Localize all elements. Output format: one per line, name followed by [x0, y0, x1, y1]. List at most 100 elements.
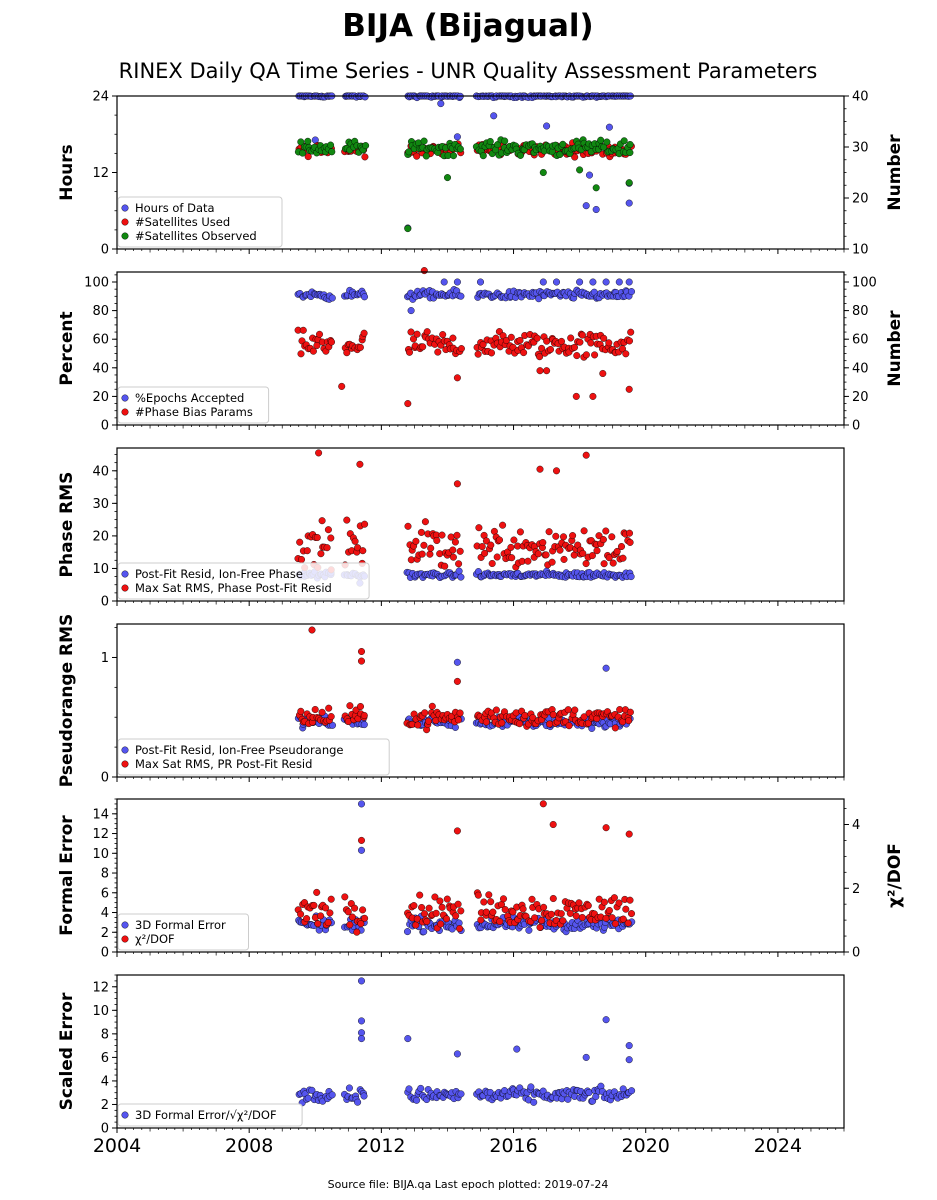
data-point [501, 906, 509, 914]
data-point [432, 909, 440, 917]
data-point [553, 467, 561, 475]
y-tick-label: 6 [101, 886, 109, 901]
data-point [328, 148, 336, 156]
data-point [358, 1029, 366, 1037]
data-point [413, 152, 421, 160]
data-point [404, 225, 412, 233]
y2-tick-label: 80 [852, 304, 869, 319]
data-point [521, 712, 529, 720]
data-point [449, 553, 457, 561]
data-point [357, 920, 365, 928]
data-point [449, 546, 457, 554]
data-point [310, 901, 318, 909]
data-point [584, 719, 592, 727]
data-point [417, 1084, 425, 1092]
data-point [420, 541, 428, 549]
data-point [536, 353, 544, 361]
data-point [488, 349, 496, 357]
data-point [329, 721, 337, 729]
y-tick-label: 60 [92, 333, 109, 348]
y-tick-label: 4 [101, 906, 109, 921]
data-point [322, 904, 330, 912]
data-point [560, 533, 568, 541]
data-point [611, 724, 619, 732]
data-point [501, 137, 509, 145]
data-point [567, 334, 575, 342]
data-point [327, 141, 335, 149]
data-point [407, 328, 415, 336]
data-point [296, 538, 304, 546]
data-point [440, 278, 448, 286]
data-point [453, 133, 461, 141]
data-point [536, 367, 544, 375]
legend: %Epochs Accepted#Phase Bias Params [117, 386, 270, 424]
data-point [626, 896, 634, 904]
legend-frame [117, 738, 390, 776]
data-point [493, 553, 501, 561]
data-point [360, 712, 368, 720]
data-point [494, 141, 502, 149]
data-point [428, 702, 436, 710]
x-tick-label: 2012 [357, 1135, 405, 1157]
legend-marker [121, 760, 129, 768]
data-point [539, 800, 547, 808]
data-point [338, 382, 346, 390]
x-tick-label: 2008 [225, 1135, 273, 1157]
data-point [309, 347, 317, 355]
y-tick-label: 40 [92, 361, 109, 376]
data-point [437, 920, 445, 928]
panel-6: 0 2 4 6 8 10 12 2004 2008 2012 2016 2020 2024 Scaled … [57, 974, 845, 1157]
data-point [361, 293, 369, 301]
legend-marker [121, 232, 129, 240]
data-point [404, 928, 412, 936]
data-point [297, 138, 305, 146]
data-point [609, 559, 617, 567]
data-point [412, 537, 420, 545]
legend: Hours of Data#Satellites Used#Satellites… [117, 196, 283, 248]
data-point [345, 1084, 353, 1092]
y-tick-label: 24 [92, 90, 109, 105]
data-point [453, 374, 461, 382]
data-point [358, 1017, 366, 1025]
data-point [406, 348, 414, 356]
data-point [490, 112, 498, 120]
data-point [553, 278, 561, 286]
data-point [426, 550, 434, 558]
data-point [556, 150, 564, 158]
data-point [605, 554, 613, 562]
legend-marker [121, 1111, 129, 1119]
data-point [452, 912, 460, 920]
y-axis-label: Formal Error [57, 815, 77, 936]
data-point [597, 136, 605, 144]
data-point [599, 370, 607, 378]
y2-tick-label: 2 [852, 882, 860, 897]
data-point [625, 278, 633, 286]
legend: Post-Fit Resid, Ion-Free PseudorangeMax … [117, 738, 390, 776]
data-point [299, 149, 307, 157]
data-point [549, 895, 557, 903]
data-point [619, 915, 627, 923]
data-point [318, 708, 326, 716]
data-point [592, 205, 600, 213]
legend-marker [121, 584, 129, 592]
data-point [358, 846, 366, 854]
legend-marker [121, 394, 129, 402]
footer-source: Source file: BIJA.qa Last epoch plotted:… [328, 1178, 609, 1191]
data-point [304, 137, 312, 145]
data-point [453, 677, 461, 685]
data-point [513, 1045, 521, 1053]
data-point [423, 918, 431, 926]
legend-frame [117, 913, 249, 951]
data-point [454, 716, 462, 724]
figure-subtitle: RINEX Daily QA Time Series - UNR Quality… [119, 59, 818, 83]
data-point [500, 895, 508, 903]
data-point [453, 1050, 461, 1058]
data-point [578, 914, 586, 922]
data-point [354, 544, 362, 552]
data-point [626, 149, 634, 157]
data-point [346, 702, 354, 710]
data-point [360, 329, 368, 337]
data-point [564, 706, 572, 714]
data-point [534, 550, 542, 558]
